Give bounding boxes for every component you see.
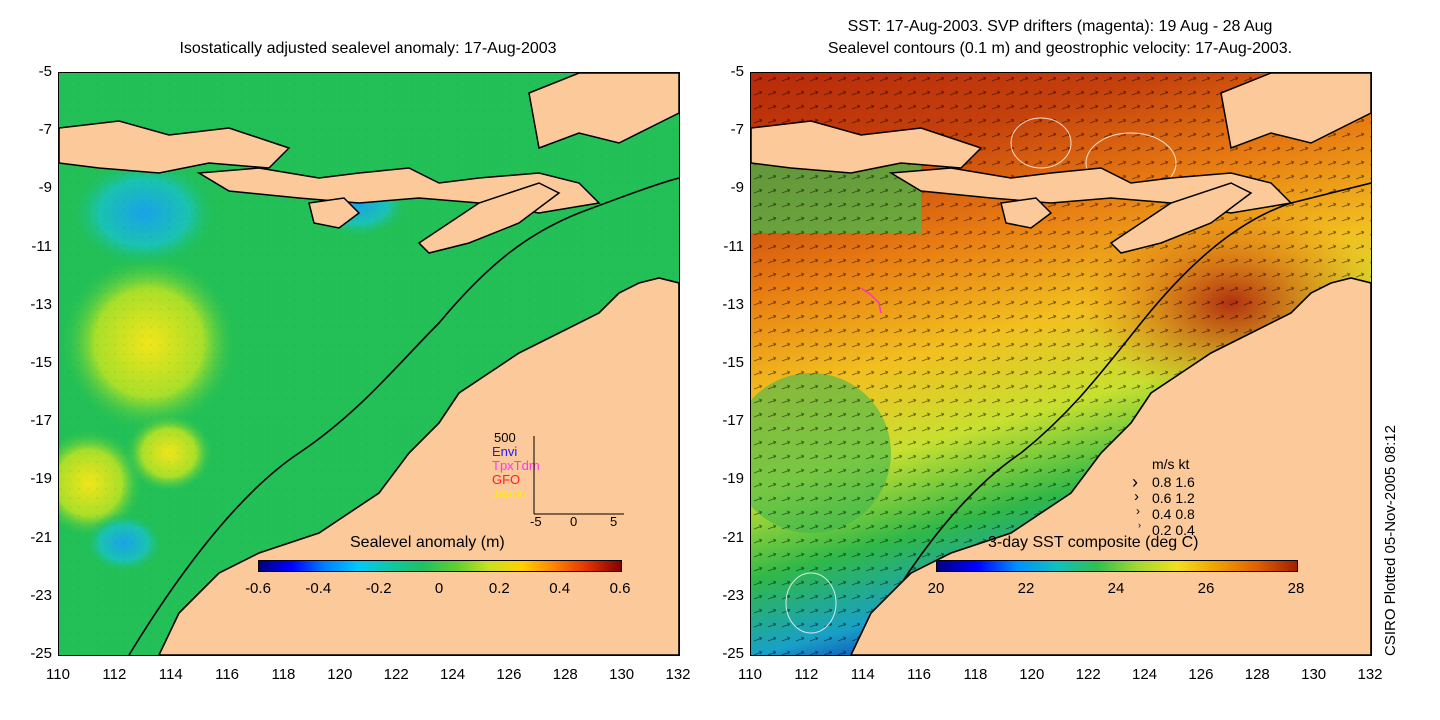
left-map-title: Isostatically adjusted sealevel anomaly:… [179, 40, 557, 57]
y-tick-label: -13 [30, 295, 52, 313]
y-tick-label: -9 [38, 179, 52, 197]
y-tick-label: -23 [30, 586, 52, 604]
x-tick-label: 130 [1301, 666, 1327, 683]
x-tick-label: 120 [327, 666, 353, 683]
colorbar-tick-label: 26 [1197, 580, 1215, 597]
y-tick-label: -7 [38, 121, 52, 139]
y-tick-label: -5 [38, 63, 52, 80]
y-tick-label: -9 [730, 179, 744, 197]
colorbar-tick-label: 28 [1287, 580, 1305, 597]
y-tick-label: -21 [722, 528, 744, 546]
velocity-legend-row: 0.2 0.4 [1152, 522, 1195, 538]
right-map-title-line1: SST: 17-Aug-2003. SVP drifters (magenta)… [847, 18, 1273, 35]
northern-islands [1220, 73, 1371, 150]
java-land [751, 120, 983, 174]
colorbar-tick-label: 22 [1017, 580, 1035, 597]
left-sealevel-map [58, 72, 680, 656]
colorbar-tick-label: 24 [1107, 580, 1125, 597]
colorbar-tick-label: 20 [927, 580, 945, 597]
right-colorbar [936, 560, 1298, 572]
colorbar-tick-label: 0.2 [488, 580, 510, 597]
x-tick-label: 124 [440, 666, 466, 683]
x-tick-label: 130 [609, 666, 635, 683]
x-tick-label: 116 [215, 666, 240, 683]
inset-legend-entry: TpxTdm [492, 458, 540, 473]
timor-island [417, 182, 561, 254]
colorbar-tick-label: 0.4 [549, 580, 571, 597]
x-tick-label: 124 [1132, 666, 1158, 683]
inset-max-value: 500 [494, 430, 516, 445]
velocity-scale-arrow-icon: › [1132, 472, 1138, 492]
x-tick-label: 110 [46, 666, 70, 683]
plot-credit: CSIRO Plotted 05-Nov-2005 08:12 [1382, 425, 1399, 656]
left-colorbar-label: Sealevel anomaly (m) [350, 534, 505, 551]
isobath-line [128, 177, 679, 655]
velocity-scale-arrow-icon: › [1136, 504, 1140, 518]
colorbar-tick-label: -0.2 [365, 580, 392, 597]
x-tick-label: 128 [552, 666, 578, 683]
x-tick-label: 112 [102, 666, 127, 683]
timor-island [1109, 182, 1253, 254]
velocity-legend-header: m/s kt [1152, 456, 1190, 472]
colorbar-tick-label: -0.6 [245, 580, 271, 597]
sumba-island [1000, 197, 1053, 229]
colorbar-tick-label: 0 [434, 580, 444, 597]
x-tick-label: 122 [1075, 666, 1101, 683]
inset-x-tick-label: 0 [570, 514, 578, 529]
y-tick-label: -23 [722, 586, 744, 604]
right-map-title-line2: Sealevel contours (0.1 m) and geostrophi… [827, 40, 1293, 57]
velocity-scale-arrow-icon: › [1134, 488, 1139, 505]
inset-histogram: 500 Envi TpxTdm GFO Jason -5 0 5 [478, 430, 628, 530]
inset-legend-entry: GFO [492, 472, 521, 487]
y-tick-label: -21 [30, 528, 52, 546]
x-tick-label: 114 [850, 666, 875, 683]
y-tick-label: -19 [722, 470, 744, 488]
velocity-legend-row: 0.4 0.8 [1152, 506, 1195, 522]
y-tick-label: -5 [730, 63, 744, 80]
left-colorbar [258, 560, 622, 572]
velocity-scale-arrow-icon: › [1138, 520, 1141, 530]
x-tick-label: 118 [963, 666, 988, 683]
inset-bars [533, 436, 624, 515]
x-tick-label: 122 [383, 666, 409, 683]
northern-islands [528, 73, 679, 150]
java-land [59, 120, 291, 174]
x-tick-label: 132 [1357, 666, 1383, 683]
x-tick-label: 126 [1188, 666, 1214, 683]
right-colorbar-label: 3-day SST composite (deg C) [988, 534, 1199, 551]
colorbar-tick-label: 0.6 [609, 580, 631, 597]
y-tick-label: -15 [30, 354, 52, 371]
x-tick-label: 128 [1244, 666, 1270, 683]
x-tick-label: 116 [907, 666, 932, 683]
y-tick-label: -17 [30, 412, 52, 430]
x-tick-label: 118 [271, 666, 296, 683]
isobath-line [860, 182, 1371, 655]
inset-legend-entry: Envi [492, 444, 518, 459]
y-tick-label: -15 [722, 354, 744, 371]
y-tick-label: -11 [31, 237, 52, 255]
x-tick-label: 114 [158, 666, 183, 683]
x-tick-label: 120 [1019, 666, 1045, 683]
x-tick-label: 132 [665, 666, 691, 683]
x-tick-label: 110 [738, 666, 762, 683]
inset-x-tick-label: -5 [530, 514, 542, 529]
inset-x-tick-label: 5 [610, 514, 618, 529]
y-tick-label: -11 [723, 237, 744, 255]
y-tick-label: -7 [730, 121, 744, 139]
x-tick-label: 126 [496, 666, 522, 683]
x-tick-label: 112 [794, 666, 819, 683]
velocity-legend-row: 0.6 1.2 [1152, 490, 1195, 506]
y-tick-label: -17 [722, 412, 744, 430]
sumba-island [308, 197, 361, 229]
y-tick-label: -13 [722, 295, 744, 313]
drifter-track [860, 287, 882, 314]
y-tick-label: -25 [30, 645, 52, 662]
colorbar-tick-label: -0.4 [305, 580, 332, 597]
inset-legend-entry: Jason [492, 486, 527, 501]
right-sst-map [750, 72, 1372, 656]
y-tick-label: -25 [722, 645, 744, 662]
y-tick-label: -19 [30, 470, 52, 488]
velocity-legend-row: 0.8 1.6 [1152, 474, 1195, 490]
